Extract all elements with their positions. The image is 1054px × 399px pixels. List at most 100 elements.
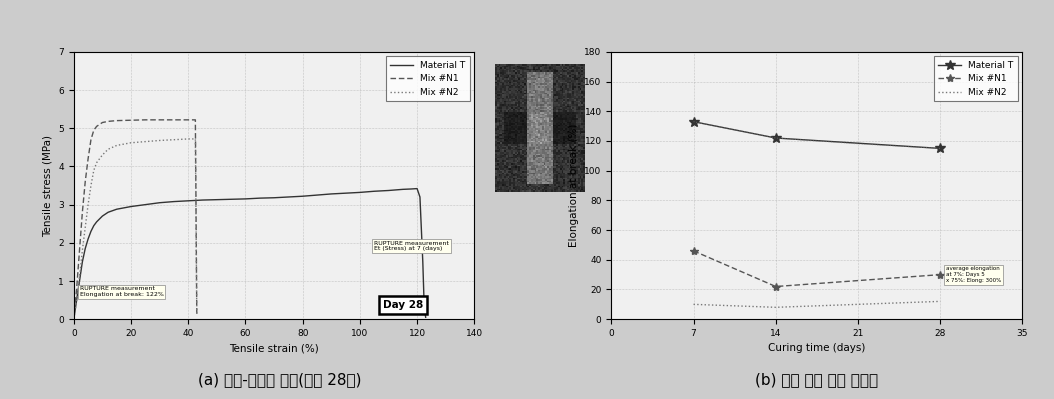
Material T (417, 305, 431, 310)
Mix #N1 (87, 128, 100, 132)
Mix #N2 (111, 143, 123, 148)
Material T (411, 186, 424, 191)
Mix #N1 (111, 118, 123, 123)
Material T (311, 193, 324, 198)
Y-axis label: Tensile stress (MPa): Tensile stress (MPa) (43, 134, 53, 237)
Material T (396, 187, 409, 192)
Material T (253, 196, 266, 201)
Material T (182, 198, 195, 203)
Mix #N1 (79, 179, 92, 184)
Mix #N2 (71, 298, 83, 302)
Mix #N2 (153, 138, 165, 143)
Mix #N1 (84, 137, 97, 142)
Material T (339, 191, 352, 196)
Material T (687, 119, 700, 124)
Mix #N2 (84, 183, 97, 188)
Mix #N1 (934, 272, 946, 277)
Text: (b) 파괴 시의 평균 신장률: (b) 파괴 시의 평균 신장률 (756, 372, 878, 387)
Mix #N1 (82, 156, 95, 161)
Material T (87, 223, 100, 228)
Material T (91, 219, 103, 224)
Line: Material T: Material T (688, 117, 945, 153)
Mix #N1 (687, 249, 700, 253)
Material T (416, 259, 429, 264)
Material T (139, 202, 152, 207)
Mix #N1 (139, 117, 152, 122)
Mix #N1 (189, 117, 201, 122)
Mix #N1 (153, 117, 165, 122)
Mix #N1 (73, 248, 85, 253)
Legend: Material T, Mix #N1, Mix #N2: Material T, Mix #N1, Mix #N2 (386, 56, 470, 101)
Text: RUPTURE measurement
Et (Stress) at 7 (days): RUPTURE measurement Et (Stress) at 7 (da… (374, 241, 449, 251)
Material T (353, 190, 366, 195)
Mix #N2 (188, 136, 200, 141)
Mix #N2 (87, 168, 100, 173)
Mix #N2 (168, 137, 180, 142)
Material T (405, 187, 417, 192)
Mix #N2 (124, 140, 137, 145)
Mix #N1 (769, 284, 782, 289)
Mix #N1 (67, 317, 80, 322)
Material T (73, 279, 85, 283)
Line: Mix #N2: Mix #N2 (694, 301, 940, 307)
Material T (82, 237, 95, 241)
Material T (79, 246, 92, 251)
Material T (153, 200, 165, 205)
Text: average elongation
at 7%: Days 5
x 75%: Elong: 300%: average elongation at 7%: Days 5 x 75%: … (946, 267, 1001, 283)
Mix #N2 (76, 248, 89, 253)
Material T (325, 192, 337, 196)
Material T (67, 317, 80, 322)
Legend: Material T, Mix #N1, Mix #N2: Material T, Mix #N1, Mix #N2 (934, 56, 1018, 101)
Material T (368, 189, 380, 194)
Material T (96, 214, 109, 219)
Mix #N1 (182, 117, 195, 122)
Material T (225, 197, 237, 201)
Line: Mix #N1: Mix #N1 (74, 120, 197, 319)
Mix #N1 (168, 117, 180, 122)
Mix #N2 (67, 317, 80, 322)
Mix #N1 (91, 124, 103, 129)
Text: RUPTURE measurement
Elongation at break: 122%: RUPTURE measurement Elongation at break:… (79, 286, 163, 297)
Mix #N2 (934, 299, 946, 304)
Mix #N2 (102, 147, 115, 152)
Line: Mix #N2: Mix #N2 (74, 139, 197, 319)
Material T (84, 229, 97, 234)
Y-axis label: Elongation at break (%): Elongation at break (%) (569, 124, 579, 247)
Mix #N2 (139, 139, 152, 144)
Material T (124, 204, 137, 209)
Material T (769, 136, 782, 140)
Material T (111, 207, 123, 211)
X-axis label: Tensile strain (%): Tensile strain (%) (229, 344, 319, 354)
Mix #N1 (191, 313, 203, 318)
Material T (211, 197, 223, 202)
Mix #N2 (189, 136, 201, 141)
Mix #N2 (182, 136, 195, 141)
Material T (282, 195, 295, 200)
Material T (413, 195, 426, 200)
Mix #N1 (188, 117, 200, 122)
Line: Mix #N1: Mix #N1 (689, 247, 944, 291)
Mix #N2 (191, 313, 203, 318)
Mix #N1 (76, 210, 89, 215)
Mix #N2 (73, 275, 85, 280)
Material T (383, 188, 395, 193)
X-axis label: Curing time (days): Curing time (days) (768, 344, 865, 354)
Text: Day 28: Day 28 (383, 300, 423, 310)
Material T (71, 298, 83, 302)
Mix #N1 (102, 119, 115, 124)
Material T (239, 196, 252, 201)
Mix #N1 (96, 120, 109, 125)
Mix #N2 (82, 202, 95, 207)
Material T (296, 194, 309, 199)
Material T (168, 199, 180, 204)
Material T (102, 210, 115, 215)
Mix #N2 (687, 302, 700, 307)
Text: (a) 응력-변형률 곳선(재령 28일): (a) 응력-변형률 곳선(재령 28일) (197, 372, 362, 387)
Material T (76, 259, 89, 264)
Material T (196, 198, 209, 202)
Material T (934, 146, 946, 151)
Mix #N1 (124, 118, 137, 122)
Material T (268, 196, 280, 200)
Mix #N2 (769, 305, 782, 310)
Mix #N2 (79, 225, 92, 230)
